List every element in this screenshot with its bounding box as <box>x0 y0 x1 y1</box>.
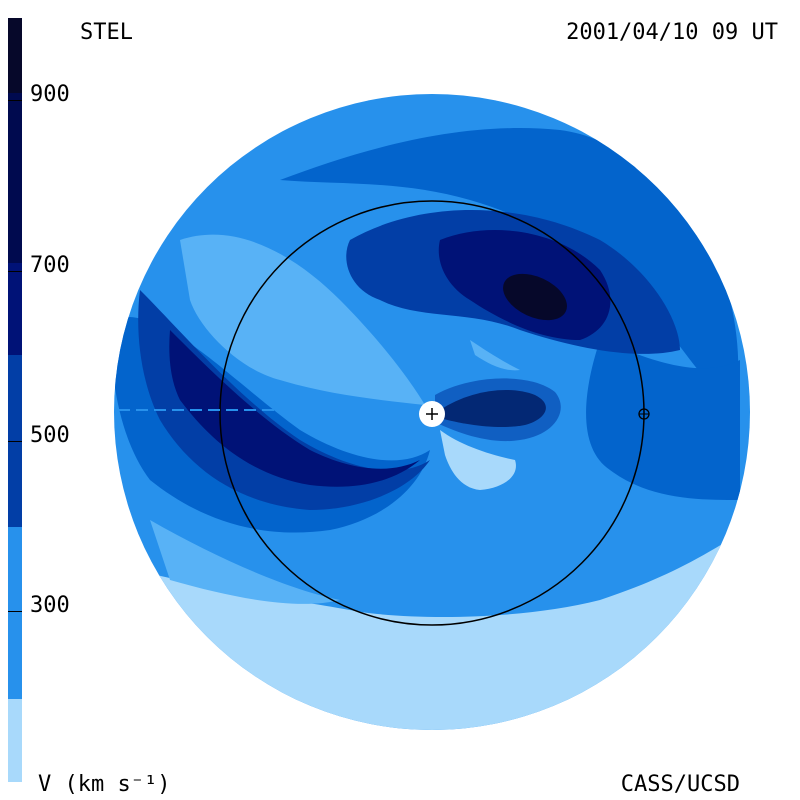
colorbar-tick-700 <box>8 271 22 272</box>
earth-marker <box>638 408 650 420</box>
velocity-colorbar <box>8 18 22 782</box>
colorbar-level-7 <box>8 699 22 782</box>
field-medium-upper <box>280 128 739 410</box>
colorbar-label-900: 900 <box>30 82 70 107</box>
sun-marker <box>419 401 445 427</box>
observatory-label: STEL <box>80 20 133 45</box>
field-light-plume <box>440 430 516 490</box>
colorbar-tick-900 <box>8 100 22 101</box>
field-light-left <box>180 234 425 405</box>
velocity-unit-label: V (km s⁻¹) <box>38 772 171 797</box>
colorbar-label-500: 500 <box>30 423 70 448</box>
colorbar-label-700: 700 <box>30 253 70 278</box>
field-dark-near-sun-halo <box>435 378 561 442</box>
colorbar-level-2 <box>8 93 22 263</box>
field-darker-left-band <box>169 330 420 487</box>
field-light-bottom-edge <box>150 520 340 604</box>
timestamp-label: 2001/04/10 09 UT <box>566 20 778 45</box>
colorbar-level-1 <box>8 18 22 93</box>
field-darkest-upper <box>503 273 567 321</box>
credit-label: CASS/UCSD <box>620 772 740 797</box>
colorbar-level-3 <box>8 263 22 355</box>
field-dark-left-arc <box>138 290 430 510</box>
field-medium-right <box>586 340 740 500</box>
colorbar-level-5 <box>8 527 22 699</box>
field-light-sliver-upper <box>470 340 520 371</box>
colorbar-tick-300 <box>8 611 22 612</box>
colorbar-label-300: 300 <box>30 593 70 618</box>
colorbar-tick-500 <box>8 441 22 442</box>
